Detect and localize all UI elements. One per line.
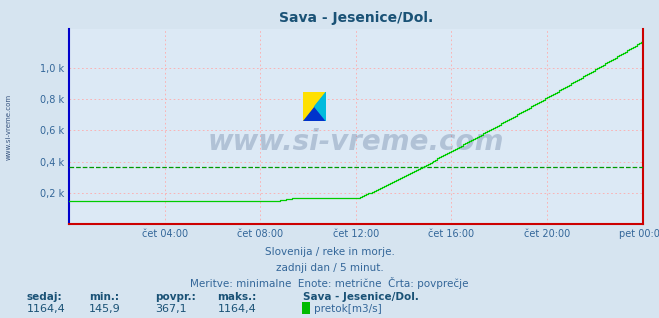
- Text: www.si-vreme.com: www.si-vreme.com: [208, 128, 504, 156]
- Text: 1164,4: 1164,4: [26, 304, 65, 314]
- Text: 1164,4: 1164,4: [217, 304, 256, 314]
- Text: zadnji dan / 5 minut.: zadnji dan / 5 minut.: [275, 263, 384, 273]
- Text: Meritve: minimalne  Enote: metrične  Črta: povprečje: Meritve: minimalne Enote: metrične Črta:…: [190, 277, 469, 289]
- Text: povpr.:: povpr.:: [155, 292, 196, 301]
- Text: 145,9: 145,9: [89, 304, 121, 314]
- Text: min.:: min.:: [89, 292, 119, 301]
- Polygon shape: [303, 92, 326, 121]
- Title: Sava - Jesenice/Dol.: Sava - Jesenice/Dol.: [279, 11, 433, 25]
- Text: maks.:: maks.:: [217, 292, 257, 301]
- Text: 367,1: 367,1: [155, 304, 186, 314]
- Text: sedaj:: sedaj:: [26, 292, 62, 301]
- Text: Sava - Jesenice/Dol.: Sava - Jesenice/Dol.: [303, 292, 419, 301]
- Text: www.si-vreme.com: www.si-vreme.com: [5, 94, 12, 160]
- Text: Slovenija / reke in morje.: Slovenija / reke in morje.: [264, 247, 395, 257]
- Polygon shape: [303, 92, 326, 121]
- Polygon shape: [315, 92, 326, 121]
- Text: pretok[m3/s]: pretok[m3/s]: [314, 304, 382, 314]
